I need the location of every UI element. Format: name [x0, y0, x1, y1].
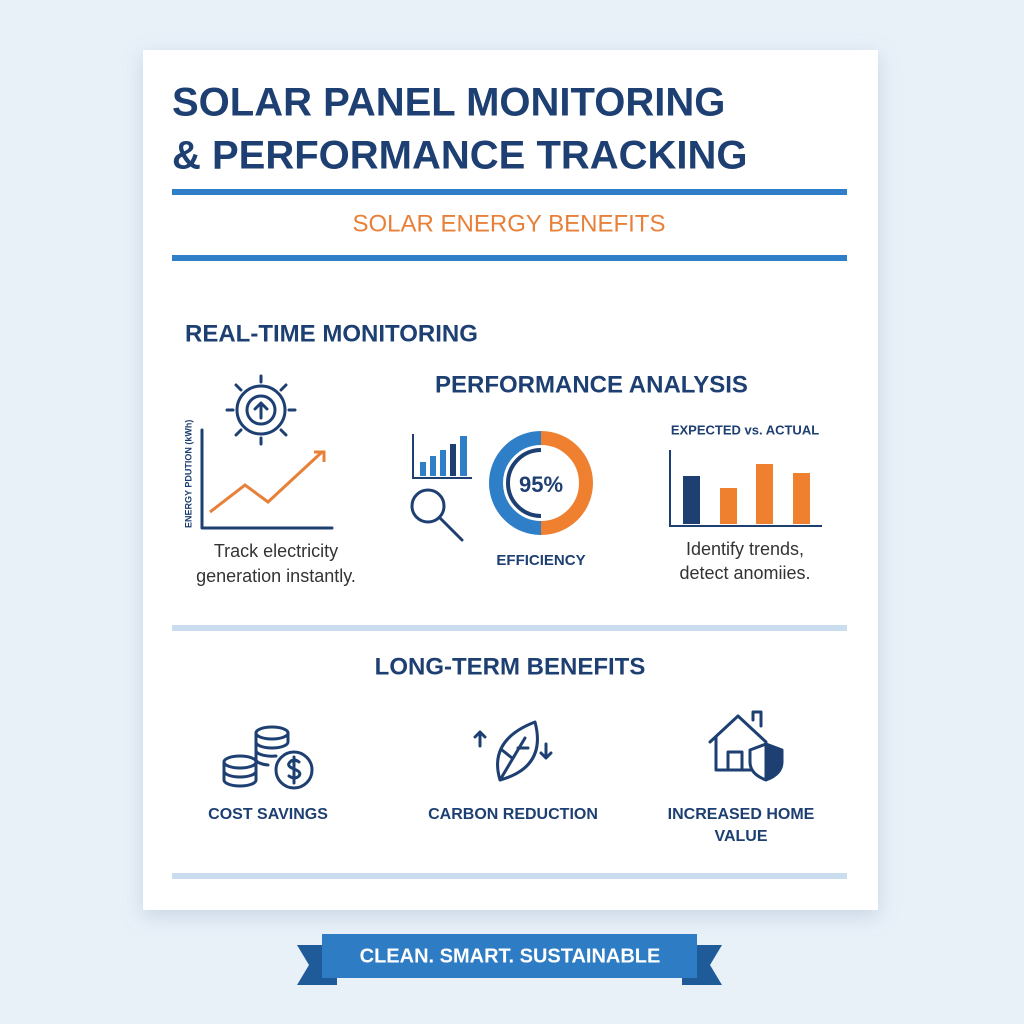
comparison-bars: [669, 450, 822, 527]
efficiency-value: 95%: [519, 472, 563, 497]
section-heading: PERFORMANCE ANALYSIS: [435, 371, 748, 398]
benefit-label: INCREASED HOME: [668, 806, 815, 823]
caption: detect anomiies.: [679, 563, 810, 583]
title: SOLAR PANEL MONITORING: [172, 81, 725, 125]
caption: Identify trends,: [686, 539, 804, 559]
subtitle: SOLAR ENERGY BENEFITS: [353, 210, 666, 237]
rule: [172, 873, 847, 879]
title: & PERFORMANCE TRACKING: [172, 134, 748, 178]
rule: [172, 255, 847, 261]
comparison-title: EXPECTED vs. ACTUAL: [671, 422, 819, 437]
axis: [200, 428, 334, 530]
mini-bars: [412, 434, 472, 479]
efficiency-label: EFFICIENCY: [496, 552, 585, 569]
caption: generation instantly.: [196, 566, 356, 586]
rule: [172, 189, 847, 195]
trend-line: [209, 450, 324, 514]
arrow: [314, 450, 326, 462]
axis-label: ENERGY PDUTION (kWh): [183, 420, 193, 528]
benefit-label: CARBON REDUCTION: [428, 806, 598, 823]
benefit-label: VALUE: [714, 828, 767, 845]
house-icon: [708, 710, 784, 782]
donut: [489, 431, 593, 535]
gear-icon: [225, 374, 297, 446]
section-heading: LONG-TERM BENEFITS: [375, 653, 646, 680]
benefit-label: COST SAVINGS: [208, 806, 328, 823]
rule: [172, 625, 847, 631]
banner-ribbon: [297, 934, 722, 985]
caption: Track electricity: [214, 541, 338, 561]
magnifier-icon: [410, 488, 464, 542]
coins-icon: [222, 725, 314, 790]
leaf-icon: [473, 720, 553, 782]
section-heading: REAL-TIME MONITORING: [185, 320, 478, 347]
banner-text: CLEAN. SMART. SUSTAINABLE: [360, 945, 661, 967]
